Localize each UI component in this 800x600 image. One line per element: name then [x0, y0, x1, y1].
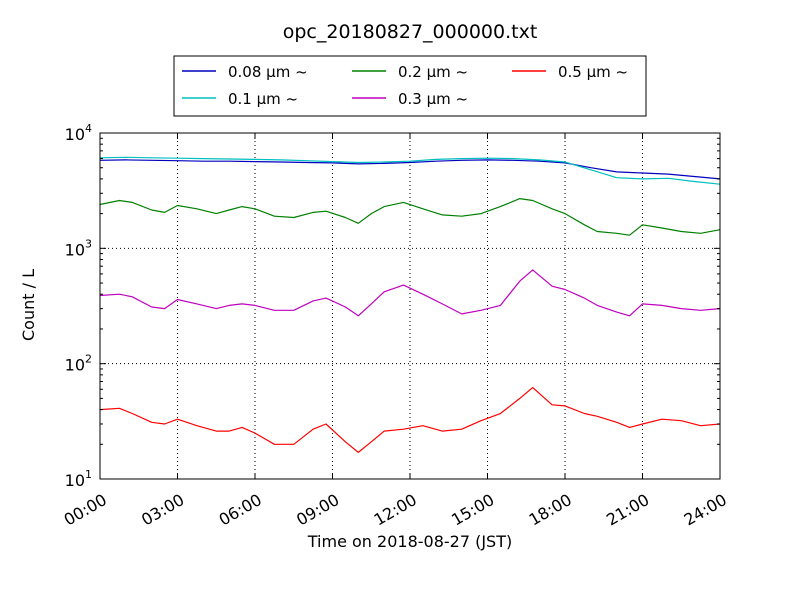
y-axis-label: Count / L [19, 269, 38, 341]
legend-label-0: 0.08 μm ~ [228, 63, 308, 81]
y-tick-label-base: 10 [65, 356, 85, 375]
y-tick-label: 102 [65, 353, 92, 375]
y-tick-label: 103 [65, 237, 92, 259]
chart-title: opc_20180827_000000.txt [283, 21, 538, 43]
series-line-4 [99, 387, 721, 453]
y-tick-label-base: 10 [65, 240, 85, 259]
y-tick-label-exponent: 1 [85, 468, 92, 481]
legend-label-1: 0.1 μm ~ [228, 90, 298, 108]
y-tick-label-exponent: 4 [85, 122, 92, 135]
y-tick-label: 101 [65, 468, 92, 490]
legend-label-3: 0.3 μm ~ [398, 90, 468, 108]
series-line-3 [99, 269, 721, 317]
x-axis-label: Time on 2018-08-27 (JST) [307, 532, 512, 551]
legend-label-4: 0.5 μm ~ [558, 63, 628, 81]
y-tick-label: 104 [65, 122, 92, 144]
series-line-1 [99, 156, 721, 185]
axis-ticks [99, 132, 721, 480]
y-tick-label-exponent: 2 [85, 353, 92, 366]
y-tick-label-base: 10 [65, 471, 85, 490]
legend-frame [173, 55, 647, 117]
legend: 0.08 μm ~ 0.1 μm ~ 0.2 μm ~ 0.3 μm ~ 0.5 μm … [173, 55, 647, 117]
grid [100, 133, 720, 479]
series-lines [99, 156, 721, 453]
series-line-0 [99, 159, 721, 180]
legend-label-2: 0.2 μm ~ [398, 63, 468, 81]
y-tick-label-base: 10 [65, 125, 85, 144]
series-line-2 [99, 198, 721, 236]
y-tick-label-exponent: 3 [85, 237, 92, 250]
